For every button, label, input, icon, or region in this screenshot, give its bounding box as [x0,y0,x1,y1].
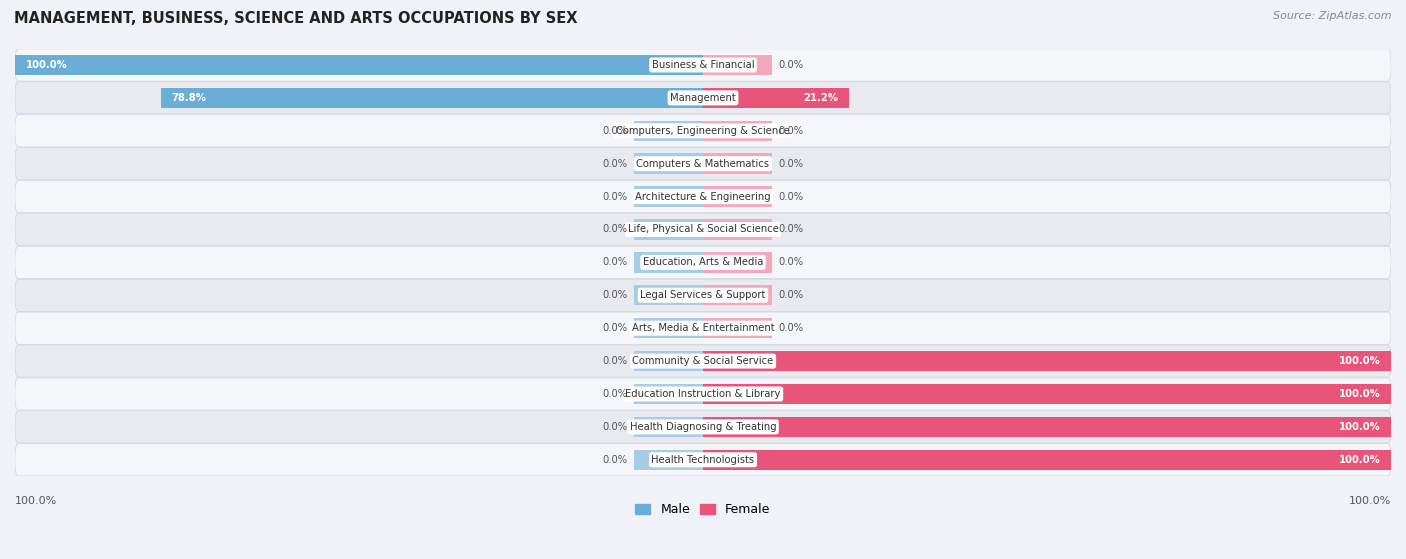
Legend: Male, Female: Male, Female [630,498,776,522]
Bar [703,252,772,273]
Text: 78.8%: 78.8% [172,93,207,103]
Text: 0.0%: 0.0% [602,290,627,300]
FancyBboxPatch shape [15,181,1391,213]
Bar [703,449,1391,470]
Bar [703,219,772,240]
Bar [703,88,849,108]
FancyBboxPatch shape [15,444,1391,476]
Text: 0.0%: 0.0% [779,323,804,333]
Bar [634,416,703,437]
Text: 100.0%: 100.0% [1339,455,1381,465]
Text: 0.0%: 0.0% [602,356,627,366]
FancyBboxPatch shape [15,148,1391,180]
Text: 21.2%: 21.2% [804,93,838,103]
Text: 0.0%: 0.0% [779,159,804,169]
Text: 0.0%: 0.0% [779,126,804,136]
Bar [703,285,772,305]
FancyBboxPatch shape [15,279,1391,311]
Text: 0.0%: 0.0% [602,225,627,234]
Text: 100.0%: 100.0% [1339,422,1381,432]
Text: Education, Arts & Media: Education, Arts & Media [643,257,763,267]
Text: 0.0%: 0.0% [602,126,627,136]
Bar [703,55,772,75]
Text: Management: Management [671,93,735,103]
Text: Health Technologists: Health Technologists [651,455,755,465]
Text: 100.0%: 100.0% [1339,389,1381,399]
FancyBboxPatch shape [15,345,1391,377]
FancyBboxPatch shape [15,247,1391,278]
Text: 0.0%: 0.0% [602,389,627,399]
Text: 0.0%: 0.0% [779,225,804,234]
Bar [634,285,703,305]
Bar [634,154,703,174]
Text: 0.0%: 0.0% [602,159,627,169]
Text: Source: ZipAtlas.com: Source: ZipAtlas.com [1274,11,1392,21]
Text: Computers & Mathematics: Computers & Mathematics [637,159,769,169]
FancyBboxPatch shape [15,49,1391,81]
Text: Community & Social Service: Community & Social Service [633,356,773,366]
Bar [703,154,772,174]
Text: 100.0%: 100.0% [15,496,58,506]
Text: 0.0%: 0.0% [779,60,804,70]
Text: 100.0%: 100.0% [25,60,67,70]
Bar [703,351,1391,371]
Text: Legal Services & Support: Legal Services & Support [640,290,766,300]
Text: 100.0%: 100.0% [1339,356,1381,366]
Text: Architecture & Engineering: Architecture & Engineering [636,192,770,202]
Bar [634,252,703,273]
FancyBboxPatch shape [15,378,1391,410]
Text: 0.0%: 0.0% [779,290,804,300]
Text: 0.0%: 0.0% [779,257,804,267]
Bar [703,384,1391,404]
FancyBboxPatch shape [15,411,1391,443]
FancyBboxPatch shape [15,115,1391,147]
Bar [15,55,703,75]
Bar [160,88,703,108]
Bar [634,351,703,371]
Text: 0.0%: 0.0% [779,192,804,202]
Bar [703,121,772,141]
Text: 0.0%: 0.0% [602,192,627,202]
Text: Computers, Engineering & Science: Computers, Engineering & Science [616,126,790,136]
Bar [703,318,772,338]
Text: 100.0%: 100.0% [1348,496,1391,506]
Text: 0.0%: 0.0% [602,455,627,465]
Bar [703,416,1391,437]
Text: Education Instruction & Library: Education Instruction & Library [626,389,780,399]
Text: Business & Financial: Business & Financial [652,60,754,70]
FancyBboxPatch shape [15,312,1391,344]
Bar [634,318,703,338]
Text: MANAGEMENT, BUSINESS, SCIENCE AND ARTS OCCUPATIONS BY SEX: MANAGEMENT, BUSINESS, SCIENCE AND ARTS O… [14,11,578,26]
FancyBboxPatch shape [15,214,1391,245]
Text: 0.0%: 0.0% [602,422,627,432]
Bar [634,186,703,207]
FancyBboxPatch shape [15,82,1391,114]
Text: Arts, Media & Entertainment: Arts, Media & Entertainment [631,323,775,333]
Text: Life, Physical & Social Science: Life, Physical & Social Science [627,225,779,234]
Text: Health Diagnosing & Treating: Health Diagnosing & Treating [630,422,776,432]
Bar [703,186,772,207]
Bar [634,219,703,240]
Text: 0.0%: 0.0% [602,257,627,267]
Text: 0.0%: 0.0% [602,323,627,333]
Bar [634,449,703,470]
Bar [634,121,703,141]
Bar [634,384,703,404]
